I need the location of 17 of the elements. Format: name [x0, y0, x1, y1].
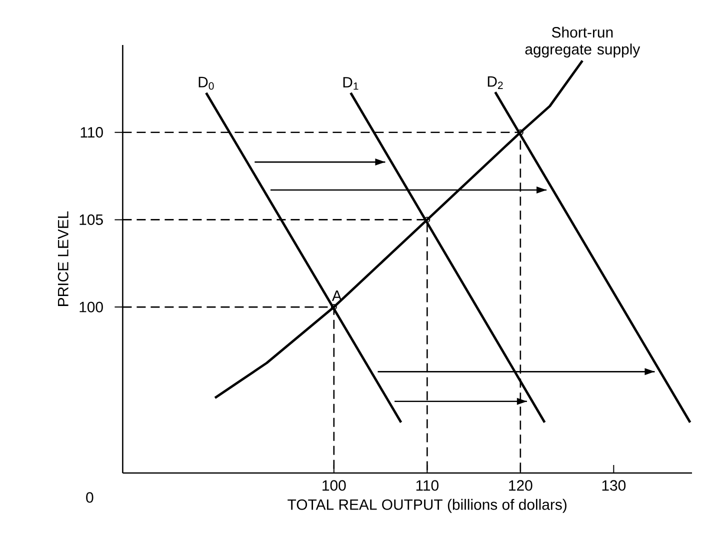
series-label: D$_{1}$ [343, 77, 358, 90]
point [424, 216, 430, 223]
point [517, 129, 524, 136]
x-axis-title: TOTAL REAL OUTPUT (billions of dollars) [288, 498, 566, 513]
x-tick-label: 110 [416, 480, 438, 491]
point [330, 304, 337, 310]
y-tick-label: 105 [80, 214, 103, 225]
y-axis-title: PRICE LEVEL [58, 211, 68, 306]
x-tick-label: 130 [602, 480, 626, 491]
y-tick-label: 100 [80, 302, 103, 312]
series-label: D$_{0}$ [198, 76, 214, 90]
series-label: Short-run aggregate supply [525, 26, 640, 58]
x-tick-label: 100 [322, 480, 346, 491]
text: 0 [86, 492, 94, 503]
y-tick-label: 110 [80, 127, 103, 138]
series-label: D$_{2}$ [488, 76, 503, 89]
x-tick-label: 120 [509, 480, 532, 491]
